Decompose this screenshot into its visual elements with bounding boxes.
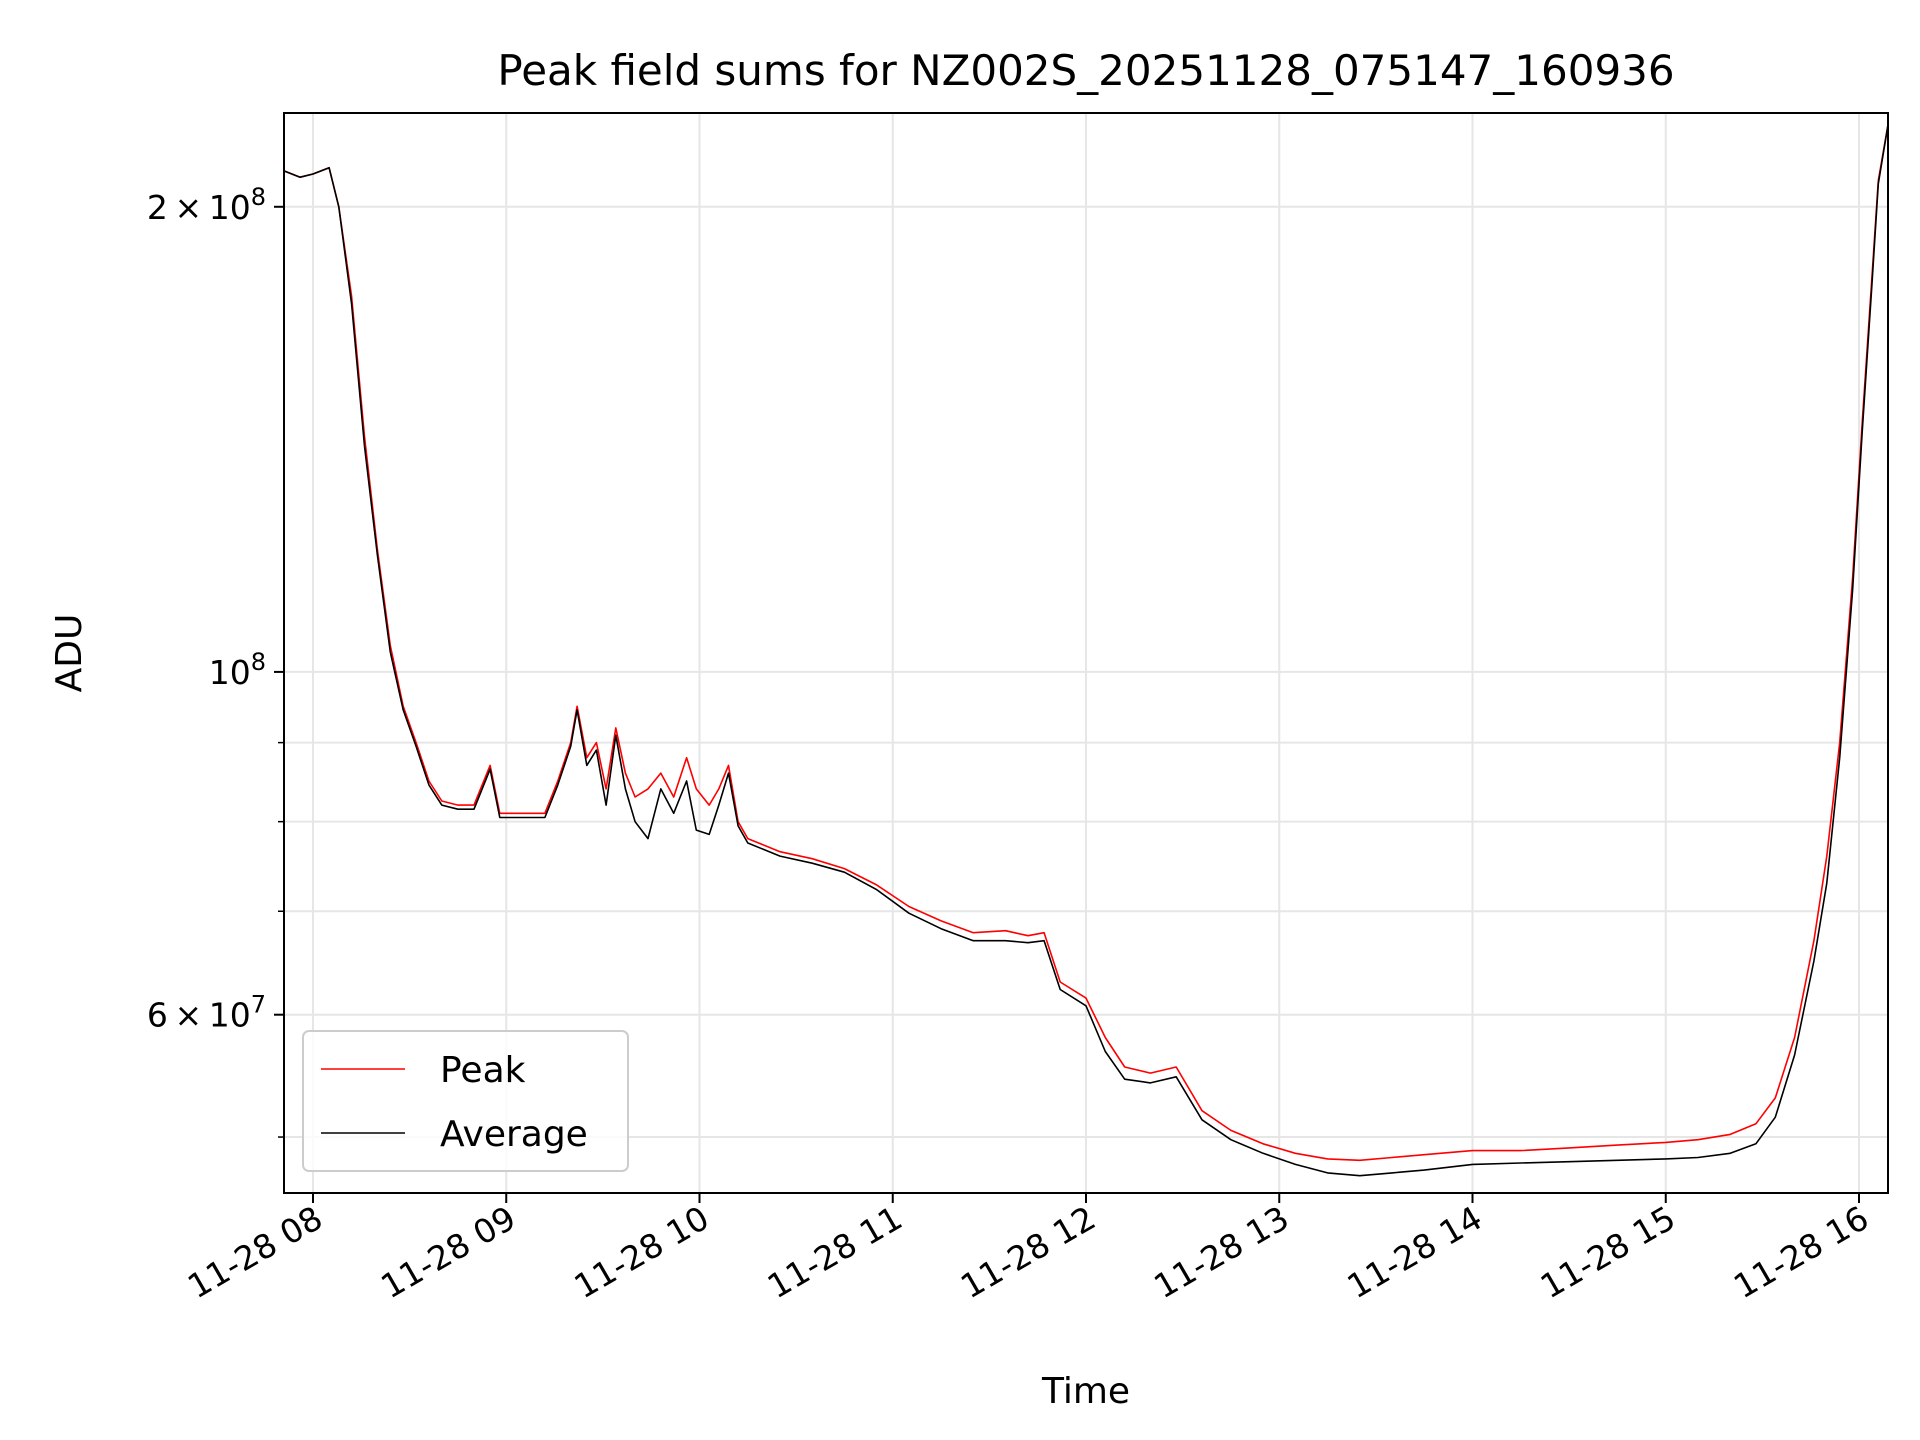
y-tick-label: 6 × 107 (147, 991, 266, 1035)
legend: Peak Average (302, 1030, 629, 1172)
grid-lines (284, 113, 1888, 1193)
y-tick-label: 108 (209, 648, 266, 692)
y-axis-label: ADU (49, 614, 90, 693)
x-axis-label: Time (1041, 1371, 1130, 1412)
series-line-average (284, 124, 1888, 1177)
legend-box (302, 1030, 629, 1172)
legend-label-peak: Peak (440, 1050, 526, 1091)
series-line-peak (284, 124, 1888, 1162)
y-tick-label: 2 × 108 (147, 183, 266, 227)
series-layer (284, 124, 1888, 1177)
chart-title: Peak field sums for NZ002S_20251128_0751… (497, 46, 1674, 95)
legend-label-average: Average (440, 1114, 588, 1155)
